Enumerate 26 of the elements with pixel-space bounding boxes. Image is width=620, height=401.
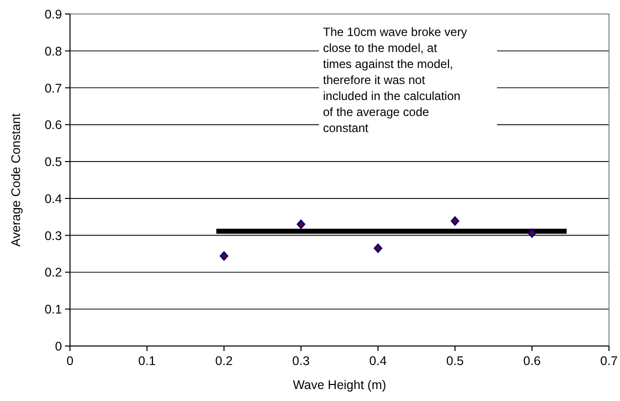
y-tick-label: 0.9 (44, 8, 62, 22)
annotation: The 10cm wave broke very close to the model, at times against the model, therefore it was not included in the calculation of the average code constant (323, 25, 468, 135)
x-tick-label: 0.6 (523, 354, 541, 368)
x-tick-label: 0.5 (446, 354, 464, 368)
point (528, 228, 536, 238)
point (450, 216, 460, 226)
y-axis-title: Average Code Constant (9, 112, 23, 247)
y-tick-label: 0.3 (44, 228, 62, 243)
y-tick-label: 0.5 (44, 155, 62, 170)
x-tick-label: 0.2 (215, 354, 233, 368)
x-tick-label: 0.7 (600, 354, 618, 368)
y-tick-label: 0.8 (44, 44, 62, 58)
y-tick-label: 0 (55, 340, 62, 354)
y-tick-label: 0.6 (44, 118, 62, 132)
x-tick-label: 0.1 (138, 354, 156, 368)
x-tick-label: 0 (66, 354, 74, 368)
y-tick-label: 0.4 (44, 192, 62, 206)
point (296, 219, 306, 230)
y-tick-label: 0.7 (44, 81, 62, 96)
point (374, 243, 382, 254)
y-tick-label: 0.2 (44, 266, 62, 280)
x-tick-label: 0.3 (292, 354, 310, 368)
x-tick-label: 0.4 (369, 354, 387, 368)
x-axis-title: Wave Height (m) (292, 378, 386, 392)
point (220, 250, 228, 261)
y-tick-label: 0.1 (44, 302, 62, 317)
